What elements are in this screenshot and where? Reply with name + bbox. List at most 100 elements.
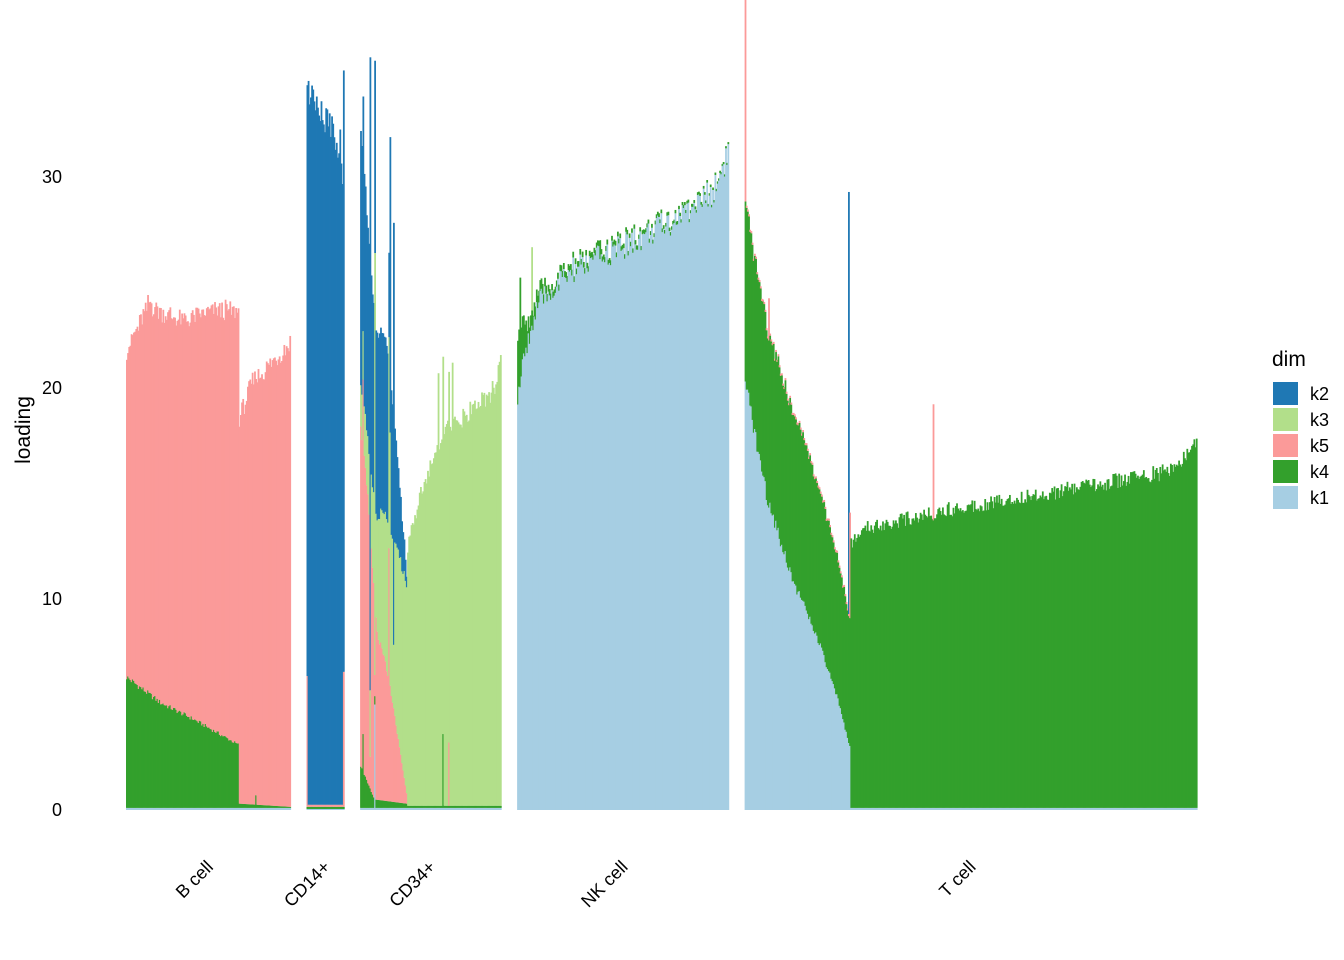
bar-segment-k4 — [178, 710, 181, 808]
bar-segment-k4 — [984, 499, 987, 808]
bar-segment-k5 — [757, 277, 760, 280]
bar-segment-k1 — [175, 807, 178, 810]
bar-segment-k4 — [809, 455, 812, 617]
bar-segment-k4 — [1033, 494, 1036, 808]
bar-segment-k5 — [830, 532, 833, 535]
bar-segment-k5 — [164, 316, 167, 706]
bar-segment-k1 — [485, 807, 488, 810]
bar-segment-k1 — [1188, 807, 1191, 810]
bar-segment-k1 — [790, 572, 793, 810]
bar-segment-k4 — [584, 268, 586, 274]
bar-segment-k4 — [967, 504, 970, 808]
bar-segment-k1 — [810, 623, 813, 810]
bar-segment-k2 — [401, 521, 404, 572]
bar-segment-k1 — [332, 808, 335, 810]
bar-segment-k1 — [391, 807, 394, 810]
bar-segment-k4 — [572, 251, 575, 258]
legend-label-k3: k3 — [1310, 410, 1329, 430]
bar-segment-k4 — [965, 510, 968, 808]
bar-segment-k1 — [902, 807, 904, 810]
bar-segment-k4 — [703, 192, 706, 195]
bar-segment-k4 — [775, 352, 777, 521]
bar-segment-k1 — [1137, 807, 1139, 810]
bar-segment-k4 — [624, 254, 626, 259]
bar-segment-k1 — [1134, 807, 1137, 810]
bar-segment-k4 — [903, 514, 906, 808]
bar-segment-k4 — [138, 686, 141, 808]
bar-segment-k1 — [811, 625, 814, 810]
bar-segment-k1 — [967, 807, 970, 810]
bar-segment-k4 — [889, 525, 891, 808]
bar-segment-k2 — [365, 215, 368, 431]
bar-segment-k4 — [905, 512, 908, 808]
bar-segment-k5 — [331, 804, 333, 807]
bar-segment-k5 — [262, 379, 265, 806]
bar-segment-k1 — [991, 807, 994, 810]
bar-segment-k1 — [165, 807, 168, 810]
bar-segment-k1 — [668, 231, 671, 810]
bar-segment-k4 — [489, 805, 492, 808]
bar-segment-k4 — [1146, 478, 1149, 808]
bar-segment-k1 — [412, 807, 415, 810]
bar-segment-k3 — [385, 519, 388, 672]
bar-segment-k1 — [1154, 807, 1157, 810]
bar-segment-k1 — [925, 807, 928, 810]
bar-segment-k4 — [1024, 499, 1027, 808]
bar-segment-k4 — [722, 161, 725, 165]
bar-segment-k3 — [488, 392, 490, 806]
bar-segment-k1 — [185, 807, 188, 810]
bar-segment-k1 — [597, 245, 599, 811]
bar-segment-k4 — [189, 719, 192, 808]
bar-segment-k1 — [375, 807, 378, 810]
bar-segment-k4 — [930, 515, 933, 808]
bar-segment-k1 — [286, 807, 289, 810]
bar-segment-k3 — [373, 492, 375, 583]
legend-label-k2: k2 — [1310, 384, 1329, 404]
bar-segment-k4 — [195, 720, 198, 808]
bar-segment-k1 — [1053, 807, 1056, 810]
bar-segment-k4 — [1133, 471, 1136, 808]
bar-segment-k1 — [632, 252, 635, 810]
bar-segment-k1 — [1151, 807, 1153, 810]
bar-segment-k1 — [945, 807, 948, 810]
bar-segment-k4 — [1078, 489, 1081, 808]
bar-segment-k2 — [330, 136, 332, 805]
bar-segment-k5 — [278, 356, 281, 807]
bar-segment-k1 — [792, 581, 795, 810]
bar-segment-k3 — [421, 493, 423, 806]
bar-segment-k1 — [957, 807, 960, 810]
bar-segment-k1 — [598, 246, 600, 810]
bar-segment-k1 — [627, 255, 630, 810]
bar-segment-k4 — [849, 618, 851, 746]
bar-segment-k4 — [974, 508, 977, 808]
bar-segment-k1 — [936, 807, 938, 810]
bar-segment-k4 — [883, 530, 886, 808]
bar-segment-k5 — [766, 336, 769, 339]
bar-segment-k1 — [282, 807, 285, 810]
bar-segment-k4 — [716, 181, 719, 184]
bar-segment-k3 — [443, 434, 446, 806]
bar-segment-k4 — [328, 806, 331, 809]
bar-segment-k3 — [484, 406, 487, 806]
bar-segment-k1 — [521, 359, 524, 810]
bar-segment-k5 — [781, 373, 783, 376]
bar-segment-k3 — [384, 511, 387, 662]
bar-segment-k1 — [1174, 807, 1177, 810]
bar-segment-k4 — [1044, 496, 1047, 808]
bar-segment-k3 — [461, 427, 463, 806]
bar-segment-k4 — [804, 445, 807, 606]
bar-segment-k1 — [239, 807, 242, 810]
bar-segment-k4 — [557, 272, 559, 279]
bar-segment-k1 — [860, 807, 863, 810]
bar-segment-k1 — [188, 807, 191, 810]
bar-segment-k5 — [789, 395, 792, 398]
bar-segment-k1 — [862, 807, 864, 810]
bar-segment-k1 — [317, 808, 319, 810]
bar-segment-k5 — [174, 317, 176, 709]
bar-segment-k4 — [640, 246, 643, 251]
bar-segment-k4 — [1145, 476, 1148, 808]
bar-segment-k4 — [870, 525, 873, 808]
bar-segment-k4 — [755, 258, 757, 433]
bar-segment-k5 — [393, 708, 395, 802]
bar-segment-k1 — [899, 807, 902, 810]
